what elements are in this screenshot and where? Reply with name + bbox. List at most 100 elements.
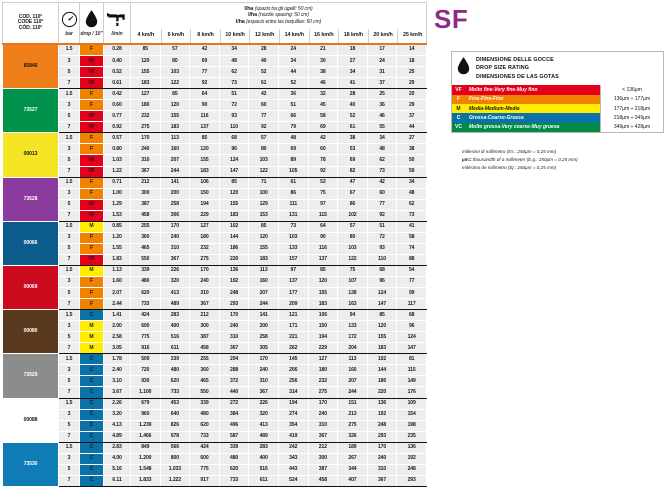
flow-rate-cell: 3.10 bbox=[103, 375, 131, 388]
lha-value-cell: 367 bbox=[307, 430, 339, 443]
lha-value-cell: 61 bbox=[337, 121, 368, 134]
table-row: 3 F 1.00 300 200 150 120 100 86 75 67 60 48 bbox=[3, 187, 427, 200]
legend-row: M Media-Medium-Media 177µm ÷ 218µm bbox=[452, 103, 663, 114]
lha-value-cell: 68 bbox=[218, 132, 250, 145]
lha-value-cell: 620 bbox=[130, 287, 161, 300]
lha-value-cell: 155 bbox=[307, 287, 339, 300]
lha-value-cell: 275 bbox=[337, 419, 368, 432]
lha-value-cell: 160 bbox=[337, 364, 368, 377]
flow-rate-cell: 4.13 bbox=[103, 419, 131, 432]
flow-rate-cell: 0.77 bbox=[103, 110, 131, 123]
lha-value-cell: 48 bbox=[218, 55, 250, 68]
lha-value-cell: 111 bbox=[277, 198, 309, 211]
lha-value-cell: 387 bbox=[130, 198, 161, 211]
lha-value-cell: 69 bbox=[277, 143, 309, 156]
lha-value-cell: 155 bbox=[366, 331, 398, 344]
lha-value-cell: 25 bbox=[366, 88, 398, 101]
drop-size-cell: C bbox=[79, 419, 104, 432]
pressure-cell: 5 bbox=[58, 287, 80, 300]
lha-value-cell: 150 bbox=[189, 187, 220, 200]
pressure-cell: 3 bbox=[58, 187, 80, 200]
drop-size-cell: C bbox=[79, 353, 104, 366]
drop-size-cell: C bbox=[79, 463, 104, 476]
lha-value-cell: 24 bbox=[366, 55, 398, 68]
lha-value-cell: 204 bbox=[218, 353, 250, 366]
lha-value-cell: 720 bbox=[130, 364, 161, 377]
flow-rate-cell: 0.60 bbox=[103, 99, 131, 112]
flow-rate-table-wrapper: COD. 110° CODE 110° CÓD. 110° bar bbox=[2, 2, 427, 487]
footnote-text-es: milésimo de milímetro (Ej.: 250µm = 0,25… bbox=[462, 165, 557, 171]
lha-value-cell: 372 bbox=[218, 375, 250, 388]
lha-value-cell: 127 bbox=[307, 353, 339, 366]
lha-value-cell: 310 bbox=[307, 419, 339, 432]
flow-rate-cell: 0.61 bbox=[103, 77, 131, 90]
lha-value-cell: 40 bbox=[248, 55, 279, 68]
flow-rate-cell: 1.78 bbox=[103, 353, 131, 366]
drop-size-cell: VF bbox=[79, 154, 104, 167]
lha-value-cell: 127 bbox=[189, 220, 220, 233]
lha-value-cell: 58 bbox=[396, 231, 427, 244]
table-row: 5 VF 0.77 232 155 116 93 77 66 58 52 46 37 bbox=[3, 110, 427, 123]
lha-value-cell: 107 bbox=[337, 275, 368, 289]
lha-value-cell: 367 bbox=[159, 253, 191, 266]
lha-value-cell: 826 bbox=[159, 419, 191, 432]
lha-value-cell: 400 bbox=[248, 452, 279, 465]
lha-value-cell: 48 bbox=[366, 143, 398, 156]
lha-value-cell: 136 bbox=[366, 397, 398, 410]
lha-value-cell: 18 bbox=[396, 55, 427, 68]
lha-value-cell: 45 bbox=[307, 99, 339, 112]
lha-value-cell: 17 bbox=[366, 43, 398, 57]
lha-value-cell: 89 bbox=[277, 154, 309, 167]
lha-value-cell: 92 bbox=[189, 77, 220, 90]
pressure-cell: 3 bbox=[58, 364, 80, 377]
drop-size-cell: C bbox=[79, 397, 104, 410]
lha-value-cell: 131 bbox=[277, 209, 309, 222]
lha-value-cell: 176 bbox=[396, 386, 427, 399]
legend-title-es: DIMENSIONES DE LAS GOTAS bbox=[476, 73, 559, 80]
lha-value-cell: 275 bbox=[130, 121, 161, 134]
lha-value-cell: 458 bbox=[130, 209, 161, 222]
flow-rate-cell: 1.03 bbox=[103, 154, 131, 167]
lha-value-cell: 978 bbox=[159, 430, 191, 443]
lha-value-cell: 244 bbox=[337, 386, 368, 399]
flow-rate-cell: 4.00 bbox=[103, 452, 131, 465]
pressure-cell: 7 bbox=[58, 209, 80, 222]
table-row: 3 F 1.60 480 320 240 192 160 137 120 107 96 77 bbox=[3, 275, 427, 289]
lha-value-cell: 212 bbox=[307, 441, 339, 454]
lha-value-cell: 407 bbox=[337, 474, 368, 487]
lha-note-text-it: (spazio tra gli ugelli: 50 cm) bbox=[254, 5, 313, 12]
pressure-cell: 1.5 bbox=[58, 132, 80, 145]
lha-value-cell: 300 bbox=[130, 187, 161, 200]
lha-value-cell: 85 bbox=[248, 220, 279, 233]
lha-value-cell: 42 bbox=[307, 132, 339, 145]
lha-value-cell: 305 bbox=[248, 342, 279, 355]
pressure-cell: 1.5 bbox=[58, 88, 80, 101]
lha-value-cell: 48 bbox=[277, 132, 309, 145]
pressure-cell: 3 bbox=[58, 452, 80, 465]
lha-value-cell: 207 bbox=[337, 375, 368, 388]
flow-rate-cell: 1.83 bbox=[103, 253, 131, 266]
lha-value-cell: 489 bbox=[248, 430, 279, 443]
lha-value-cell: 75 bbox=[337, 264, 368, 277]
header-code-line-en: CODE 110° bbox=[17, 19, 44, 26]
lha-value-cell: 310 bbox=[366, 463, 398, 476]
flow-rate-cell: 3.20 bbox=[103, 408, 131, 421]
table-row: 73530 1.5 C 2.83 849 566 424 339 283 242 212 189 170… bbox=[2, 441, 427, 487]
pressure-cell: 5 bbox=[58, 375, 80, 388]
lha-value-cell: 209 bbox=[277, 298, 309, 311]
drop-size-cell: M bbox=[79, 264, 104, 277]
lha-value-cell: 267 bbox=[337, 452, 368, 465]
lha-value-cell: 255 bbox=[130, 220, 161, 233]
lha-value-cell: 103 bbox=[277, 231, 309, 244]
lha-value-cell: 183 bbox=[248, 253, 279, 266]
lha-value-cell: 240 bbox=[159, 231, 191, 244]
legend-range: 136µm ÷ 177µm bbox=[600, 94, 663, 104]
lha-value-cell: 122 bbox=[248, 165, 279, 178]
lha-label-es: l/ha bbox=[235, 18, 245, 25]
lha-value-cell: 150 bbox=[307, 320, 339, 333]
lha-value-cell: 151 bbox=[337, 397, 368, 410]
product-code-cell: 73530 bbox=[2, 441, 59, 487]
lha-value-cell: 212 bbox=[130, 176, 161, 189]
lha-value-cell: 916 bbox=[130, 342, 161, 355]
lha-value-cell: 183 bbox=[307, 298, 339, 311]
